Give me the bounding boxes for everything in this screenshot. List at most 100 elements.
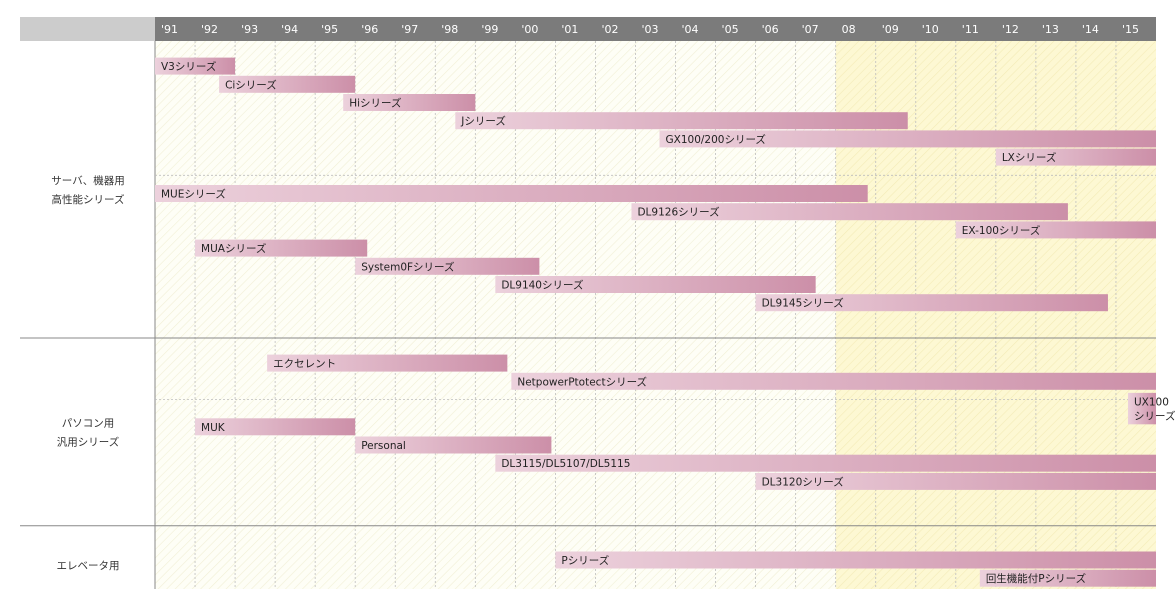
x-tick-label: '96 (361, 23, 378, 36)
bar-label: DL9126シリーズ (637, 206, 719, 219)
x-tick-label: '92 (201, 23, 218, 36)
group-label: 高性能シリーズ (52, 193, 125, 206)
bar-label: Pシリーズ (561, 554, 609, 567)
bar-label: エクセレント (273, 358, 336, 370)
timeline-bar: DL3120シリーズ (755, 472, 1156, 490)
x-tick-label: '15 (1122, 23, 1139, 36)
bar-label: GX100/200シリーズ (666, 133, 766, 146)
timeline-bar: DL9126シリーズ (631, 203, 1068, 221)
bar-rect (355, 257, 540, 275)
x-tick-label: '01 (561, 23, 578, 36)
timeline-bar: Jシリーズ (455, 112, 908, 130)
bar-label: DL3115/DL5107/DL5115 (501, 458, 630, 470)
bar-label: 回生機能付Pシリーズ (986, 572, 1086, 585)
x-tick-label: '99 (481, 23, 498, 36)
grid-layer (20, 41, 1156, 589)
x-tick-label: '91 (161, 23, 178, 36)
bar-label: LXシリーズ (1002, 151, 1057, 164)
x-tick-label: '97 (401, 23, 418, 36)
header-corner (20, 17, 155, 41)
bar-rect (355, 436, 552, 454)
x-tick-label: '03 (641, 23, 658, 36)
bar-rect (755, 472, 1156, 490)
timeline-bar: Hiシリーズ (343, 94, 476, 111)
timeline-bar: 回生機能付Pシリーズ (979, 569, 1156, 587)
group-label: エレベータ用 (57, 560, 120, 572)
bar-rect (155, 185, 868, 202)
bar-label: Personal (361, 440, 406, 452)
x-tick-label: '02 (601, 23, 618, 36)
bar-rect (219, 75, 356, 93)
bar-label: Jシリーズ (460, 115, 506, 128)
bar-rect (1127, 392, 1156, 425)
timeline-bar: Personal (355, 436, 552, 454)
bar-label: DL9140シリーズ (501, 279, 583, 292)
bar-label: シリーズ (1134, 409, 1175, 422)
bar-label: UX100 (1134, 396, 1169, 408)
bar-label: Hiシリーズ (349, 97, 401, 110)
x-tick-label: '04 (682, 23, 699, 36)
bar-label: NetpowerPtotectシリーズ (517, 375, 647, 388)
x-tick-label: '93 (241, 23, 258, 36)
bar-label: MUEシリーズ (161, 188, 226, 201)
bar-label: MUAシリーズ (201, 242, 266, 255)
bar-rect (631, 203, 1068, 221)
bar-rect (343, 94, 476, 111)
bar-label: V3シリーズ (161, 60, 216, 73)
bar-rect (955, 221, 1156, 239)
x-tick-label: '98 (441, 23, 458, 36)
group-label: 汎用シリーズ (57, 435, 119, 448)
bar-rect (195, 239, 368, 257)
timeline-bar: DL9140シリーズ (495, 276, 816, 293)
x-tick-label: '11 (962, 23, 979, 36)
timeline-bar: DL9145シリーズ (755, 294, 1108, 312)
x-tick-label: '14 (1082, 23, 1099, 36)
header-bar (155, 17, 1156, 41)
bars-layer: V3シリーズ Ciシリーズ Hiシリーズ Jシリーズ GX100/200シリーズ LXシリ… (155, 57, 1175, 587)
timeline-bar: MUK (195, 418, 356, 436)
bar-label: MUK (201, 422, 226, 434)
bar-label: EX-100シリーズ (962, 224, 1041, 237)
timeline-bar: Ciシリーズ (219, 75, 356, 93)
bar-rect (555, 551, 1156, 569)
x-tick-label: '10 (922, 23, 939, 36)
bar-rect (511, 372, 1157, 390)
bar-rect (755, 294, 1108, 312)
group-label: サーバ、機器用 (51, 174, 124, 187)
x-tick-label: '12 (1002, 23, 1019, 36)
bar-rect (979, 569, 1156, 587)
timeline-bar: V3シリーズ (155, 57, 236, 75)
group-label: パソコン用 (62, 417, 115, 429)
bar-rect (495, 454, 1157, 472)
x-tick-label: '06 (762, 23, 779, 36)
bar-rect (995, 148, 1156, 166)
timeline-bar: Pシリーズ (555, 551, 1156, 569)
x-tick-label: '13 (1042, 23, 1059, 36)
year-header: '91 '92 '93 '94 '95 '96 '97 '98 '99 '00 '01 '02 '03 '… (20, 17, 1156, 41)
x-tick-label: 08 (842, 23, 856, 36)
x-tick-label: '00 (521, 23, 538, 36)
bar-rect (155, 57, 236, 75)
timeline-bar: MUAシリーズ (195, 239, 368, 257)
bar-rect (455, 112, 908, 130)
bar-rect (195, 418, 356, 436)
timeline-bar: EX-100シリーズ (955, 221, 1156, 239)
timeline-bar: System0Fシリーズ (355, 257, 540, 275)
bar-label: Ciシリーズ (225, 78, 277, 91)
x-tick-label: '95 (321, 23, 338, 36)
bar-rect (495, 276, 816, 293)
timeline-bar: MUEシリーズ (155, 185, 868, 202)
timeline-bar: GX100/200シリーズ (659, 130, 1156, 148)
timeline-bar: LXシリーズ (995, 148, 1156, 166)
bar-rect (659, 130, 1156, 148)
bar-label: DL3120シリーズ (762, 475, 844, 488)
bar-rect (267, 354, 508, 372)
timeline-bar: エクセレント (267, 354, 508, 372)
x-tick-label: '07 (802, 23, 819, 36)
bar-label: System0Fシリーズ (361, 260, 454, 273)
timeline-bar: DL3115/DL5107/DL5115 (495, 454, 1157, 472)
x-tick-label: '05 (722, 23, 739, 36)
